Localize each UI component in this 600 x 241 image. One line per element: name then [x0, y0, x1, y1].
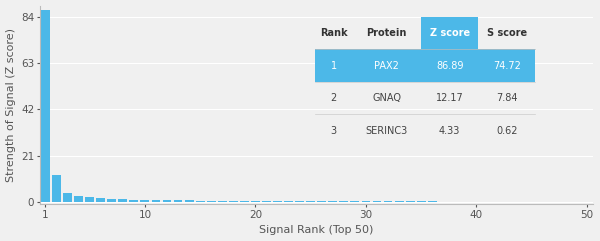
Text: 7.84: 7.84	[496, 93, 517, 103]
Bar	[229, 201, 238, 202]
Text: SERINC3: SERINC3	[365, 126, 408, 136]
Bar	[152, 200, 160, 202]
Text: S score: S score	[487, 28, 527, 38]
Bar	[262, 201, 271, 202]
Bar	[140, 200, 149, 202]
Bar	[207, 201, 215, 202]
Bar	[406, 201, 415, 202]
Bar	[96, 198, 105, 202]
Text: 0.62: 0.62	[496, 126, 517, 136]
Bar	[218, 201, 227, 202]
Bar	[107, 199, 116, 202]
Bar	[63, 193, 72, 202]
Text: 2: 2	[331, 93, 337, 103]
Bar	[240, 201, 249, 202]
Bar	[196, 201, 205, 202]
Bar	[173, 200, 182, 202]
Bar	[295, 201, 304, 202]
Bar	[317, 201, 326, 202]
X-axis label: Signal Rank (Top 50): Signal Rank (Top 50)	[259, 225, 373, 235]
Text: 4.33: 4.33	[439, 126, 460, 136]
Bar	[350, 201, 359, 202]
Text: 12.17: 12.17	[436, 93, 464, 103]
Bar	[284, 201, 293, 202]
Bar	[483, 201, 492, 202]
Bar	[41, 10, 50, 202]
Bar	[421, 17, 478, 49]
Bar	[118, 199, 127, 202]
Bar	[52, 175, 61, 202]
Bar	[340, 201, 348, 202]
Bar	[472, 201, 481, 202]
Bar	[461, 201, 470, 202]
Bar	[185, 201, 194, 202]
Text: 1: 1	[331, 61, 337, 71]
Text: Z score: Z score	[430, 28, 470, 38]
Bar	[383, 201, 392, 202]
Text: Protein: Protein	[367, 28, 407, 38]
Bar	[373, 201, 382, 202]
Bar	[74, 196, 83, 202]
Bar	[362, 201, 370, 202]
Bar	[130, 200, 138, 202]
Bar	[328, 201, 337, 202]
Bar	[273, 201, 282, 202]
Bar	[85, 197, 94, 202]
Bar	[306, 201, 315, 202]
Bar	[428, 201, 437, 202]
Bar	[395, 201, 404, 202]
Text: 74.72: 74.72	[493, 61, 521, 71]
Bar	[439, 201, 448, 202]
Text: GNAQ: GNAQ	[372, 93, 401, 103]
Text: 86.89: 86.89	[436, 61, 463, 71]
Bar	[163, 200, 172, 202]
Text: PAX2: PAX2	[374, 61, 399, 71]
Text: 3: 3	[331, 126, 337, 136]
Bar	[251, 201, 260, 202]
Bar	[417, 201, 425, 202]
Bar	[315, 49, 535, 82]
Bar	[450, 201, 459, 202]
Y-axis label: Strength of Signal (Z score): Strength of Signal (Z score)	[5, 28, 16, 182]
Text: Rank: Rank	[320, 28, 347, 38]
